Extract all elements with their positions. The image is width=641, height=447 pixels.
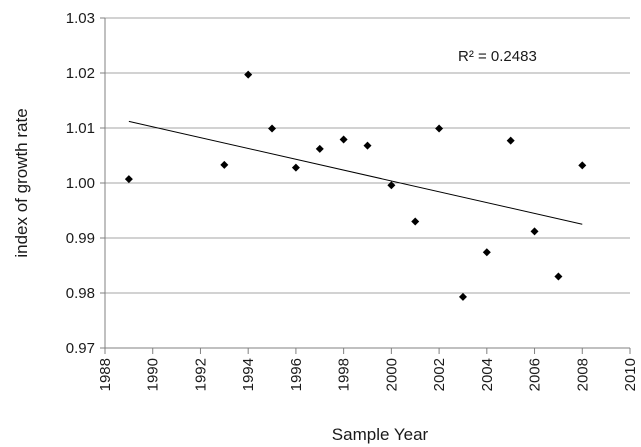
x-tick-label: 1988: [97, 358, 114, 391]
data-point: [530, 227, 539, 236]
x-tick-label: 2000: [383, 358, 400, 391]
data-point: [411, 217, 420, 226]
data-point: [435, 124, 444, 133]
data-point: [578, 161, 587, 170]
data-point: [315, 144, 324, 153]
y-tick-label: 0.99: [66, 230, 95, 247]
y-tick-label: 0.98: [66, 285, 95, 302]
x-tick-label: 1990: [145, 358, 162, 391]
x-tick-label: 2006: [527, 358, 544, 391]
y-tick-label: 1.02: [66, 65, 95, 82]
data-point: [387, 181, 396, 190]
r-squared-annotation: R² = 0.2483: [458, 48, 537, 65]
x-tick-label: 2004: [479, 358, 496, 391]
y-axis-title: index of growth rate: [12, 108, 31, 257]
data-point: [458, 292, 467, 301]
x-tick-label: 1994: [240, 358, 257, 391]
x-tick-label: 1992: [192, 358, 209, 391]
x-tick-label: 1998: [336, 358, 353, 391]
data-point-layer: [124, 70, 587, 301]
trendline-layer: [128, 120, 583, 225]
data-point: [220, 160, 229, 169]
y-tick-label: 1.03: [66, 10, 95, 27]
data-point: [124, 175, 133, 184]
x-tick-label: 2002: [431, 358, 448, 391]
data-point: [506, 136, 515, 145]
data-point: [554, 272, 563, 281]
trendline: [128, 120, 583, 225]
data-point: [244, 70, 253, 79]
x-axis-title: Sample Year: [332, 425, 429, 444]
grid-layer: [105, 17, 630, 294]
tick-label-layer: 0.97 0.98 0.99 1.00 1.01 1.02 1.03 1988 1990 1992…: [66, 10, 639, 391]
data-point: [363, 141, 372, 150]
x-tick-label: 1996: [288, 358, 305, 391]
y-tick-label: 1.00: [66, 175, 95, 192]
data-point: [482, 248, 491, 257]
x-tick-label: 2010: [622, 358, 639, 391]
data-point: [339, 135, 348, 144]
data-point: [268, 124, 277, 133]
x-tick-label: 2008: [574, 358, 591, 391]
y-tick-label: 1.01: [66, 120, 95, 137]
axis-layer: [100, 17, 631, 354]
data-point: [291, 163, 300, 172]
y-tick-label: 0.97: [66, 340, 95, 357]
